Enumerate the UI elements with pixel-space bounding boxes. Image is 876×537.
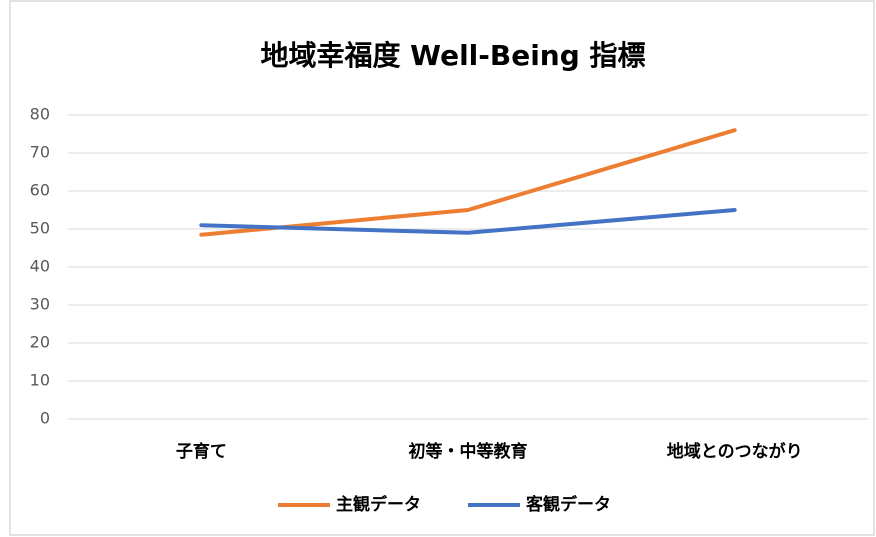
y-tick-label: 10 bbox=[30, 371, 50, 390]
y-tick-label: 0 bbox=[40, 409, 50, 428]
y-tick-label: 40 bbox=[30, 257, 50, 276]
x-tick-label: 初等・中等教育 bbox=[409, 441, 528, 462]
series-line bbox=[199, 208, 737, 235]
legend-label: 客観データ bbox=[525, 494, 611, 515]
y-tick-label: 60 bbox=[30, 181, 50, 200]
y-tick-label: 20 bbox=[30, 333, 50, 352]
y-tick-label: 80 bbox=[30, 105, 50, 124]
y-tick-label: 30 bbox=[30, 295, 50, 314]
y-tick-label: 70 bbox=[30, 143, 50, 162]
chart-title: 地域幸福度 Well-Being 指標 bbox=[260, 39, 645, 72]
chart-border bbox=[9, 0, 875, 536]
legend-label: 主観データ bbox=[336, 494, 421, 515]
y-tick-label: 50 bbox=[30, 219, 50, 238]
x-tick-label: 地域とのつながり bbox=[667, 441, 803, 462]
x-tick-label: 子育て bbox=[176, 441, 227, 462]
